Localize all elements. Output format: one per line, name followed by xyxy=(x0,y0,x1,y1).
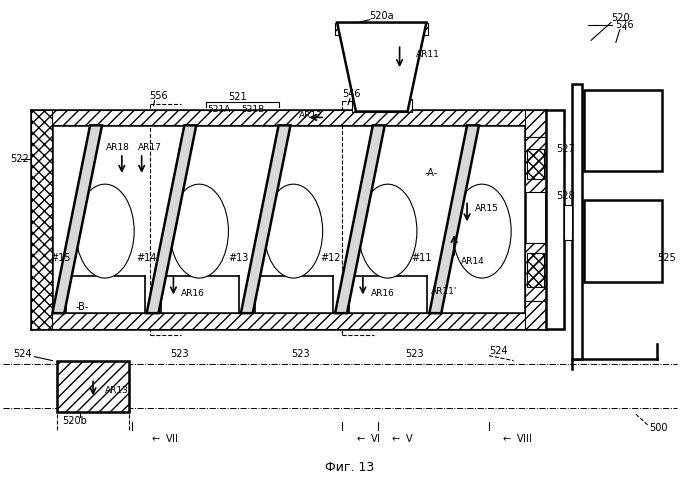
Ellipse shape xyxy=(453,184,511,278)
Text: AR17: AR17 xyxy=(138,143,162,151)
Text: 521A: 521A xyxy=(207,105,231,114)
Bar xyxy=(335,23,428,35)
Bar xyxy=(584,90,662,171)
Bar xyxy=(564,205,572,240)
Bar xyxy=(572,84,582,359)
Text: 526: 526 xyxy=(615,19,634,30)
Text: AR11': AR11' xyxy=(431,287,457,296)
Text: 521: 521 xyxy=(229,91,247,102)
Bar xyxy=(57,361,129,412)
Text: 520a: 520a xyxy=(370,11,394,21)
Text: 520: 520 xyxy=(612,13,630,23)
Text: 525: 525 xyxy=(657,253,676,263)
Bar xyxy=(547,291,564,329)
Text: 556: 556 xyxy=(150,91,168,101)
Bar xyxy=(524,137,547,192)
Ellipse shape xyxy=(76,184,134,278)
Text: #12: #12 xyxy=(320,253,340,263)
Text: 528: 528 xyxy=(556,191,575,200)
Text: AR18: AR18 xyxy=(106,143,130,151)
Text: AR15: AR15 xyxy=(475,204,499,213)
Bar xyxy=(57,361,129,412)
Ellipse shape xyxy=(170,184,228,278)
Bar xyxy=(524,109,547,137)
Text: 523: 523 xyxy=(170,348,189,359)
Bar xyxy=(547,109,564,129)
Text: AR16: AR16 xyxy=(181,289,205,298)
Text: 500: 500 xyxy=(650,423,668,433)
Text: AR12: AR12 xyxy=(298,111,322,120)
Text: #14: #14 xyxy=(136,253,157,263)
Text: #13: #13 xyxy=(229,253,249,263)
Bar xyxy=(31,109,547,125)
Text: $\leftarrow$ VII: $\leftarrow$ VII xyxy=(150,432,178,444)
Text: 524: 524 xyxy=(13,348,32,359)
Text: 524: 524 xyxy=(489,346,508,356)
Bar xyxy=(524,243,547,302)
Polygon shape xyxy=(429,125,479,313)
Text: $\leftarrow$ V: $\leftarrow$ V xyxy=(390,432,413,444)
Bar xyxy=(526,149,545,179)
Text: 523: 523 xyxy=(405,348,424,359)
Text: $\leftarrow$ VI: $\leftarrow$ VI xyxy=(355,432,381,444)
Bar xyxy=(526,253,545,287)
Text: AR13: AR13 xyxy=(105,386,129,395)
Text: AR11: AR11 xyxy=(416,50,440,59)
Polygon shape xyxy=(52,125,102,313)
Bar xyxy=(547,139,564,167)
Text: #11: #11 xyxy=(411,253,432,263)
Bar xyxy=(584,200,662,282)
Bar xyxy=(31,313,547,329)
Text: #15: #15 xyxy=(50,253,71,263)
Polygon shape xyxy=(241,125,290,313)
Text: $\leftarrow$ VIII: $\leftarrow$ VIII xyxy=(500,432,532,444)
Polygon shape xyxy=(335,125,385,313)
Text: -B-: -B- xyxy=(76,302,89,312)
Text: 522: 522 xyxy=(10,154,29,164)
Text: AR14: AR14 xyxy=(461,257,485,266)
Text: Фиг. 13: Фиг. 13 xyxy=(326,461,374,474)
Text: 523: 523 xyxy=(291,348,309,359)
Text: 527: 527 xyxy=(556,144,575,154)
Text: AR16: AR16 xyxy=(371,289,395,298)
Text: 521B: 521B xyxy=(241,105,265,114)
Bar xyxy=(524,302,547,329)
Text: 520b: 520b xyxy=(62,416,87,426)
Bar xyxy=(31,109,52,329)
Polygon shape xyxy=(146,125,196,313)
Text: 546: 546 xyxy=(342,89,360,99)
Bar xyxy=(547,194,564,243)
Bar xyxy=(352,99,412,111)
Ellipse shape xyxy=(264,184,323,278)
Text: -A-: -A- xyxy=(425,168,438,178)
Bar xyxy=(547,109,564,329)
Ellipse shape xyxy=(358,184,417,278)
Polygon shape xyxy=(337,23,426,111)
